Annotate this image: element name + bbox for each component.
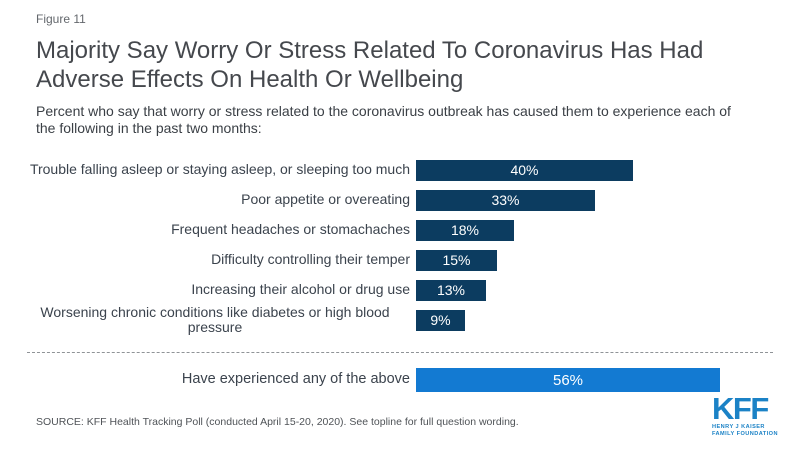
summary-row: Have experienced any of the above 56%: [20, 366, 790, 394]
kff-logo: KFF HENRY J KAISER FAMILY FOUNDATION: [712, 391, 782, 438]
kff-logo-subline2: FAMILY FOUNDATION: [712, 430, 778, 437]
bar-value-label: 33%: [491, 192, 520, 208]
bar-rows: Trouble falling asleep or staying asleep…: [20, 155, 790, 335]
bar: 18%: [416, 219, 514, 241]
category-label: Difficulty controlling their temper: [211, 251, 410, 268]
bar-value-label: 18%: [450, 222, 480, 238]
category-label-cell: Worsening chronic conditions like diabet…: [20, 303, 410, 336]
category-label-cell: Frequent headaches or stomachaches: [20, 222, 410, 238]
bar-row: Frequent headaches or stomachaches 18%: [20, 215, 790, 245]
category-label-cell: Difficulty controlling their temper: [20, 252, 410, 268]
category-label-cell: Poor appetite or overeating: [20, 192, 410, 208]
bar-value-label: 13%: [436, 282, 466, 298]
figure-label: Figure 11: [36, 12, 86, 26]
bar: 15%: [416, 249, 497, 271]
bar: 9%: [416, 309, 465, 331]
kff-logo-acronym: KFF: [712, 391, 769, 426]
chart-subtitle: Percent who say that worry or stress rel…: [36, 103, 731, 136]
dashed-divider: [27, 352, 773, 353]
category-label: Poor appetite or overeating: [241, 191, 410, 208]
bar: 33%: [416, 189, 595, 211]
source-note: SOURCE: KFF Health Tracking Poll (conduc…: [36, 416, 519, 428]
summary-bar-value-label: 56%: [552, 371, 584, 389]
summary-bar: 56%: [416, 368, 720, 392]
bar: 40%: [416, 159, 633, 181]
category-label: Trouble falling asleep or staying asleep…: [29, 161, 410, 178]
category-label: Worsening chronic conditions like diabet…: [40, 303, 390, 335]
bar: 13%: [416, 279, 486, 301]
bar-value-label: 40%: [510, 162, 539, 178]
category-label-cell: Increasing their alcohol or drug use: [20, 282, 410, 298]
category-label-cell: Trouble falling asleep or staying asleep…: [20, 162, 410, 178]
bar-row: Trouble falling asleep or staying asleep…: [20, 155, 790, 185]
bar-value-label: 9%: [430, 312, 451, 328]
bar-value-label: 15%: [442, 252, 471, 268]
bar-row: Difficulty controlling their temper 15%: [20, 245, 790, 275]
kff-logo-subline1: HENRY J KAISER: [712, 424, 765, 430]
category-label: Frequent headaches or stomachaches: [171, 221, 410, 238]
bar-row: Worsening chronic conditions like diabet…: [20, 303, 790, 336]
bar-row: Poor appetite or overeating 33%: [20, 185, 790, 215]
bar-row: Increasing their alcohol or drug use 13%: [20, 275, 790, 305]
summary-label: Have experienced any of the above: [181, 371, 410, 388]
summary-label-cell: Have experienced any of the above: [20, 372, 410, 388]
chart-title: Majority Say Worry Or Stress Related To …: [36, 37, 704, 93]
category-label: Increasing their alcohol or drug use: [191, 281, 410, 298]
